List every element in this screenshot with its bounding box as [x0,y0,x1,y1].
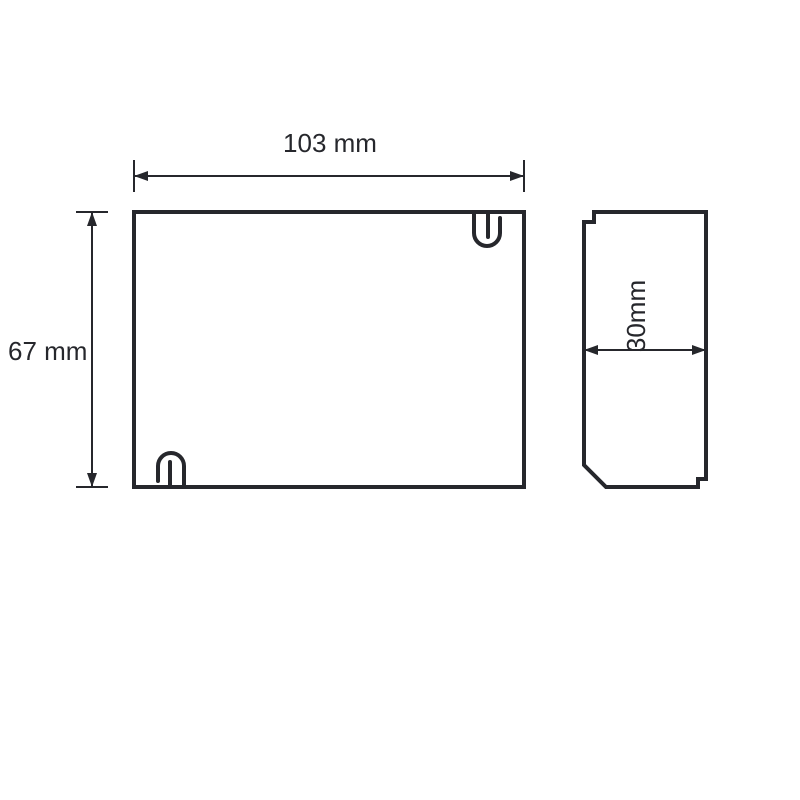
dim-height-label: 67 mm [8,336,87,366]
front-view-outline [134,212,524,487]
arrow-head [87,473,97,487]
technical-drawing: 103 mm 67 mm 30mm [0,0,800,800]
arrow-head [510,171,524,181]
drawing-layer: 103 mm 67 mm 30mm [8,128,706,487]
arrow-head [87,212,97,226]
dim-width-label: 103 mm [283,128,377,158]
arrow-head [134,171,148,181]
dim-depth-label: 30mm [621,280,651,352]
